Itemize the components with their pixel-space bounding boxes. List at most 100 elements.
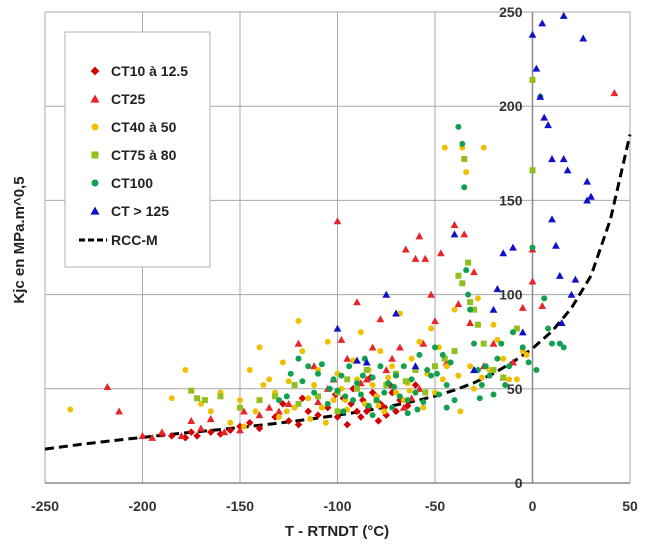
data-point xyxy=(529,244,536,251)
x-tick-label: -100 xyxy=(323,498,351,514)
data-point xyxy=(294,420,303,429)
data-point xyxy=(432,363,438,370)
data-point xyxy=(310,362,318,370)
data-point xyxy=(420,398,427,405)
data-point xyxy=(283,393,290,400)
data-point xyxy=(555,271,564,279)
data-point xyxy=(412,389,419,396)
data-point xyxy=(463,267,470,274)
data-point xyxy=(187,416,196,424)
data-point xyxy=(389,404,396,411)
data-point xyxy=(454,300,463,308)
data-point xyxy=(291,382,298,389)
data-point xyxy=(333,413,342,421)
data-point xyxy=(330,376,337,383)
data-point xyxy=(354,385,360,392)
data-point xyxy=(490,391,497,398)
data-point xyxy=(396,343,404,351)
data-point xyxy=(480,340,487,347)
data-point xyxy=(311,389,318,396)
data-point xyxy=(474,321,481,328)
data-point xyxy=(330,397,337,404)
data-point xyxy=(529,167,536,174)
data-point xyxy=(476,395,483,402)
data-point xyxy=(237,397,243,404)
y-tick-label: 0 xyxy=(515,475,523,491)
data-point xyxy=(362,358,371,366)
data-point xyxy=(194,395,201,402)
data-point xyxy=(439,351,446,358)
data-point xyxy=(533,366,540,373)
data-point xyxy=(201,397,208,404)
data-point xyxy=(412,366,419,373)
data-point xyxy=(207,428,215,436)
data-point xyxy=(295,317,302,324)
data-point xyxy=(240,423,247,430)
data-point xyxy=(513,325,520,332)
data-point xyxy=(510,329,516,336)
data-point xyxy=(536,92,545,100)
data-point xyxy=(322,419,329,426)
data-point xyxy=(226,426,234,434)
data-point xyxy=(393,372,399,379)
data-point xyxy=(298,394,307,402)
legend-label: CT > 125 xyxy=(111,203,169,219)
data-point xyxy=(406,387,413,394)
data-point xyxy=(255,424,264,433)
y-tick-label: 250 xyxy=(499,4,523,20)
data-point xyxy=(404,410,411,417)
legend-marker xyxy=(91,123,99,131)
legend-box xyxy=(64,31,211,268)
data-point xyxy=(549,340,555,347)
data-point xyxy=(471,340,477,347)
data-point xyxy=(188,387,195,394)
data-point xyxy=(461,155,468,162)
data-point xyxy=(389,363,396,370)
data-point xyxy=(528,30,537,38)
data-point xyxy=(381,408,388,415)
data-point xyxy=(158,428,166,436)
data-point xyxy=(311,382,318,389)
data-point xyxy=(528,277,537,285)
data-point xyxy=(467,306,474,313)
data-point xyxy=(294,339,303,347)
data-point xyxy=(236,426,244,434)
data-point xyxy=(408,376,415,383)
data-point xyxy=(187,428,195,436)
data-point xyxy=(333,217,342,225)
data-point xyxy=(382,290,391,298)
data-point xyxy=(482,363,489,370)
data-point xyxy=(450,230,459,238)
data-point xyxy=(489,305,498,313)
data-point xyxy=(557,318,566,326)
data-point xyxy=(246,366,253,373)
data-point xyxy=(353,356,361,364)
legend-label: CT75 à 80 xyxy=(111,147,177,163)
data-point xyxy=(502,382,509,389)
data-point xyxy=(419,339,428,347)
data-point xyxy=(357,413,365,421)
data-point xyxy=(540,113,549,121)
data-point xyxy=(463,169,470,176)
data-point xyxy=(489,339,498,347)
data-point xyxy=(177,432,186,440)
data-point xyxy=(260,382,267,389)
data-point xyxy=(334,408,341,415)
data-point xyxy=(465,291,472,298)
data-point xyxy=(471,306,477,313)
data-point xyxy=(365,402,372,409)
data-point xyxy=(314,411,322,419)
data-point xyxy=(415,384,424,392)
data-point xyxy=(411,254,420,262)
data-point xyxy=(525,359,532,366)
data-point xyxy=(357,329,364,336)
x-tick-label: -50 xyxy=(425,498,445,514)
data-point xyxy=(362,375,371,383)
data-point xyxy=(552,241,560,249)
data-point xyxy=(513,376,520,383)
x-axis-title: T - RTNDT (°C) xyxy=(285,523,389,540)
data-point xyxy=(299,378,306,385)
data-point xyxy=(579,34,588,42)
data-point xyxy=(529,76,536,83)
